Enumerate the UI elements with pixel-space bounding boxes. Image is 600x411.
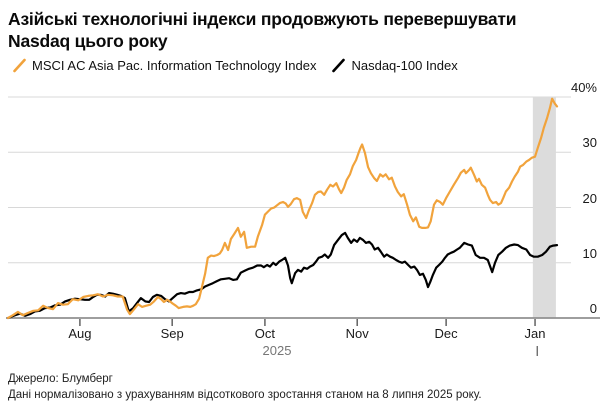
x-tick-label: Dec — [434, 326, 458, 341]
year-label: 2025 — [262, 343, 292, 358]
x-tick-label: Jan — [524, 326, 546, 341]
x-tick-label: Oct — [254, 326, 276, 341]
legend-label-msci: MSCI AC Asia Pac. Information Technology… — [32, 58, 317, 73]
y-tick-label: 40% — [570, 80, 597, 95]
y-tick-label: 30 — [582, 135, 597, 151]
series-line-0 — [6, 97, 559, 320]
x-tick-label: Nov — [345, 326, 369, 341]
page-title-line2: Nasdaq цього року — [8, 31, 168, 51]
highlight-band — [532, 97, 556, 318]
source-note: Джерело: Блумберг — [8, 373, 113, 385]
legend: MSCI AC Asia Pac. Information Technology… — [13, 58, 458, 73]
x-tick-label: Sep — [160, 326, 184, 341]
page-title-line1: Азійські технологічні індекси продовжуют… — [8, 9, 517, 29]
legend-label-nasdaq: Nasdaq-100 Index — [351, 58, 458, 73]
legend-item-msci: MSCI AC Asia Pac. Information Technology… — [13, 58, 316, 73]
y-tick-label: 20 — [582, 190, 597, 206]
series-line-1 — [6, 231, 559, 320]
msci-legend-mark-icon — [13, 58, 26, 73]
legend-item-nasdaq: Nasdaq-100 Index — [332, 58, 458, 73]
y-tick-label: 0 — [589, 301, 597, 316]
y-tick-label: 10 — [582, 245, 597, 261]
x-tick-label: Aug — [68, 326, 92, 341]
nasdaq-legend-mark-icon — [332, 58, 346, 73]
methodology-note: Дані нормалізовано з урахуванням відсотк… — [8, 389, 482, 401]
